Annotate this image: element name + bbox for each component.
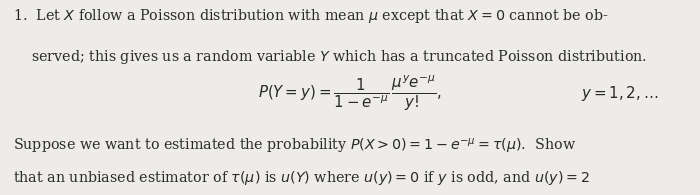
Text: $P(Y = y) = \dfrac{1}{1 - e^{-\mu}}\,\dfrac{\mu^y e^{-\mu}}{y!},$: $P(Y = y) = \dfrac{1}{1 - e^{-\mu}}\,\df… — [258, 74, 442, 113]
Text: that an unbiased estimator of $\tau(\mu)$ is $u(Y)$ where $u(y) = 0$ if $y$ is o: that an unbiased estimator of $\tau(\mu)… — [13, 169, 589, 187]
Text: Suppose we want to estimated the probability $P(X > 0) = 1 - e^{-\mu} = \tau(\mu: Suppose we want to estimated the probabi… — [13, 137, 575, 156]
Text: $y = 1, 2, \ldots$: $y = 1, 2, \ldots$ — [581, 84, 659, 103]
Text: served; this gives us a random variable $Y$ which has a truncated Poisson distri: served; this gives us a random variable … — [13, 48, 647, 66]
Text: 1.  Let $X$ follow a Poisson distribution with mean $\mu$ except that $X = 0$ ca: 1. Let $X$ follow a Poisson distribution… — [13, 7, 608, 25]
